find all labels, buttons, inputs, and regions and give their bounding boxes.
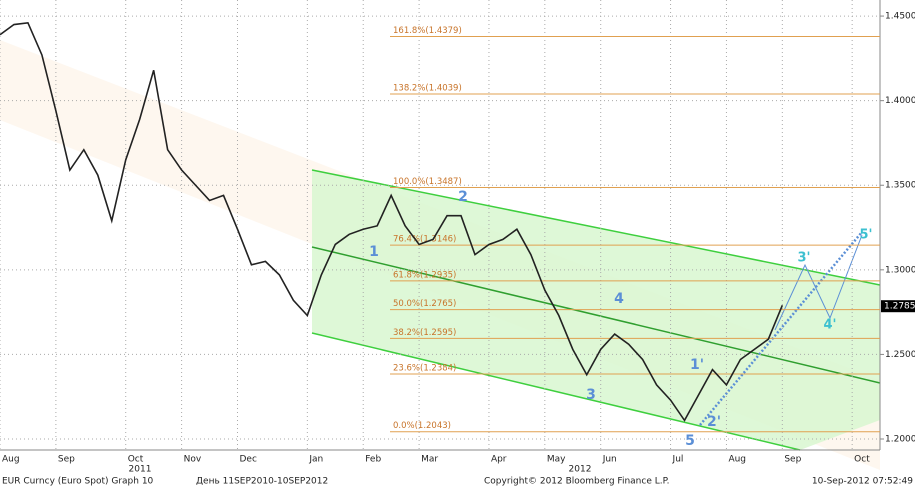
fib-label: 50.0%(1.2765): [393, 299, 456, 309]
last-price-box: [881, 300, 915, 313]
y-tick-label: 1.2000: [885, 435, 915, 445]
wave-label: 5': [859, 228, 872, 243]
y-tick-label: 1.3500: [885, 181, 915, 191]
fib-label: 23.6%(1.2384): [393, 364, 456, 374]
projection-path: [774, 234, 863, 331]
y-tick-label: 1.3000: [885, 265, 915, 275]
channel-middle: [311, 246, 881, 384]
wave-label: 1': [690, 357, 704, 373]
y-tick-label: 1.4000: [885, 96, 915, 106]
fib-label: 138.2%(1.4039): [393, 84, 462, 94]
wave-label: 1: [369, 244, 379, 260]
x-tick-label: Oct: [854, 455, 870, 465]
x-tick-label: Mar: [421, 455, 438, 465]
x-tick-label: Jul: [672, 455, 684, 465]
wave-label: 4': [823, 318, 836, 333]
x-tick-label: Dec: [239, 455, 256, 465]
wave-label: 5: [685, 433, 695, 449]
wave-label: 2': [707, 414, 721, 430]
y-tick-label: 1.2500: [885, 350, 915, 360]
fib-label: 76.4%(1.3146): [393, 235, 456, 245]
x-tick-label: Jan: [308, 455, 323, 465]
x-tick-label: Oct: [128, 455, 144, 465]
fib-label: 38.2%(1.2595): [393, 328, 456, 338]
channel-upper: [311, 169, 881, 286]
y-tick-label: 1.4500: [885, 12, 915, 22]
fib-label: 0.0%(1.2043): [393, 421, 451, 431]
fib-label: 161.8%(1.4379): [393, 26, 462, 36]
projection-line: [699, 231, 863, 426]
wave-label: 3': [797, 251, 810, 266]
year-label: 2012: [569, 465, 592, 475]
x-tick-label: Aug: [728, 455, 746, 465]
channel-lower: [311, 332, 801, 451]
footer-copyright: Copyright© 2012 Bloomberg Finance L.P.: [484, 477, 669, 487]
x-tick-label: Apr: [491, 455, 507, 465]
year-label: 2011: [129, 465, 152, 475]
footer-timestamp: 10-Sep-2012 07:52:49: [812, 477, 913, 487]
x-tick-label: Jun: [602, 455, 617, 465]
fib-label: 100.0%(1.3487): [393, 177, 462, 187]
wave-label: 2: [458, 189, 468, 205]
footer-security: EUR Curncy (Euro Spot) Graph 10: [2, 477, 154, 487]
wave-label: 3: [586, 387, 596, 403]
x-tick-label: May: [547, 455, 566, 465]
wave-label: 4: [614, 291, 624, 307]
x-tick-label: Sep: [58, 455, 75, 465]
x-tick-label: Aug: [2, 455, 20, 465]
footer-range: День 11SEP2010-10SEP2012: [196, 477, 328, 487]
fib-label: 61.8%(1.2935): [393, 270, 456, 280]
price-line: [0, 21, 784, 422]
x-tick-label: Feb: [365, 455, 381, 465]
last-price-label: 1.2785: [884, 302, 915, 312]
x-tick-label: Nov: [184, 455, 202, 465]
x-tick-label: Sep: [784, 455, 801, 465]
